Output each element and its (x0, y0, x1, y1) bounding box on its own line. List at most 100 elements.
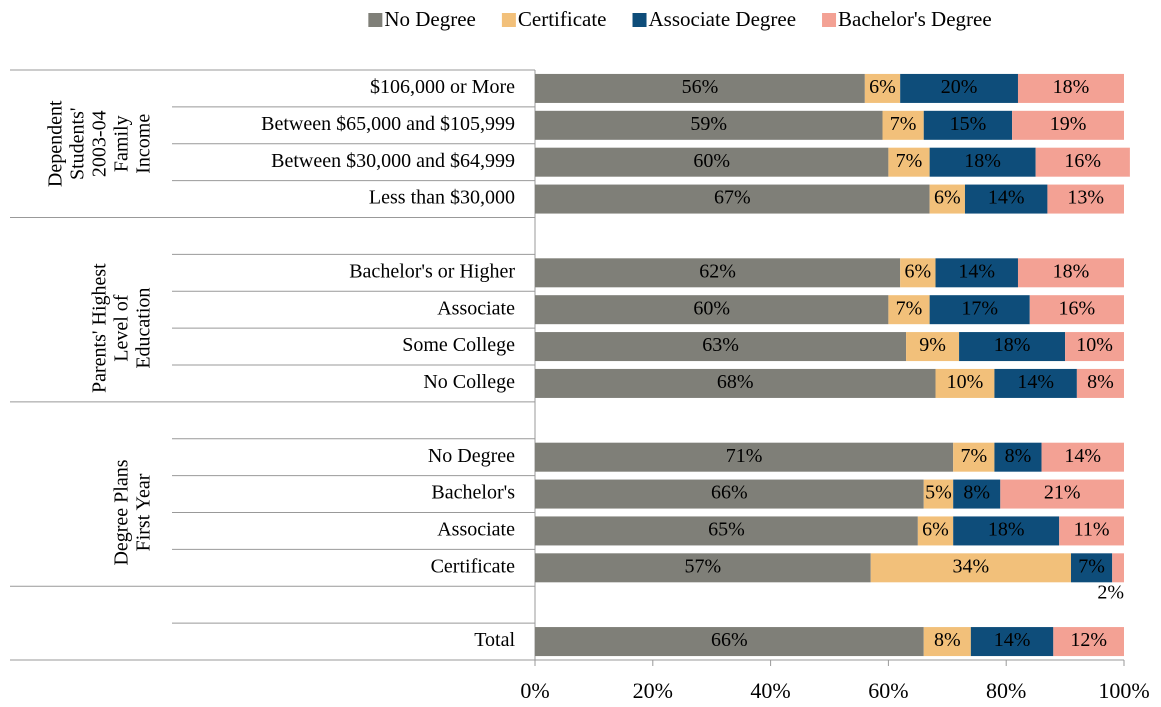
value-label: 18% (1053, 76, 1090, 98)
bar-segment (959, 332, 1066, 362)
value-label: 14% (958, 260, 995, 282)
bar-segment (535, 442, 954, 472)
value-label: 7% (890, 113, 917, 135)
bar-segment (900, 258, 936, 288)
bar-segment (535, 479, 924, 509)
x-tick-label: 20% (633, 678, 673, 703)
value-label: 18% (988, 519, 1025, 541)
value-label: 11% (1074, 519, 1110, 541)
value-label: 18% (994, 334, 1031, 356)
category-label: Some College (402, 334, 515, 356)
bar-segment (994, 442, 1042, 472)
group-label: Education (133, 288, 155, 369)
bar-segment (1070, 553, 1113, 583)
value-label: 20% (941, 76, 978, 98)
legend-label: No Degree (384, 7, 476, 31)
category-label: Between $30,000 and $64,999 (271, 150, 515, 172)
legend-label: Associate Degree (649, 7, 797, 31)
value-label: 14% (988, 187, 1025, 209)
bar-segment (964, 184, 1048, 214)
value-label: 14% (1017, 371, 1054, 393)
bar-segment (1017, 258, 1124, 288)
value-label: 19% (1050, 113, 1087, 135)
bar-segment (535, 258, 901, 288)
bar-segment (935, 258, 1018, 288)
category-label: Associate (437, 519, 515, 541)
bar-segment (1012, 110, 1124, 140)
group-label: 2003-04 (89, 110, 111, 177)
value-label: 2% (1097, 581, 1124, 603)
category-label: Certificate (431, 555, 516, 577)
x-tick-label: 40% (750, 678, 790, 703)
value-label: 66% (711, 629, 748, 651)
value-label: 10% (947, 371, 984, 393)
value-label: 67% (714, 187, 751, 209)
legend-swatch (501, 13, 516, 27)
value-label: 8% (1087, 371, 1114, 393)
bar-segment (929, 147, 1036, 177)
bar-segment (935, 368, 995, 398)
value-label: 8% (963, 482, 990, 504)
legend-label: Bachelor's Degree (838, 7, 992, 31)
legend: No Degree Certificate Associate Degree Bach… (368, 7, 992, 31)
x-tick-label: 0% (520, 678, 549, 703)
legend-swatch (822, 13, 837, 27)
bar-segment (535, 110, 883, 140)
value-label: 10% (1076, 334, 1113, 356)
bar-segment (1112, 553, 1124, 583)
value-label: 56% (682, 76, 719, 98)
value-label: 66% (711, 482, 748, 504)
category-label: Bachelor's (431, 482, 515, 504)
category-label: Total (474, 629, 515, 651)
bar-segment (906, 332, 960, 362)
value-label: 60% (693, 150, 730, 172)
bar-segment (1041, 442, 1124, 472)
value-label: 16% (1064, 150, 1101, 172)
bar-segment (1000, 479, 1124, 509)
bar-segment (923, 627, 971, 657)
category-label: Less than $30,000 (369, 187, 515, 209)
value-label: 21% (1044, 482, 1081, 504)
bar-segment (535, 332, 907, 362)
group-label: Degree Plans (111, 459, 133, 565)
value-label: 8% (934, 629, 961, 651)
bar-segment (870, 553, 1071, 583)
group-label: Students' (67, 108, 89, 181)
bar-segment (929, 184, 965, 214)
category-label: $106,000 or More (370, 76, 515, 98)
group-label: Income (133, 114, 155, 174)
bar-segment (888, 147, 930, 177)
category-label: Between $65,000 and $105,999 (261, 113, 515, 135)
value-label: 6% (922, 519, 949, 541)
value-label: 18% (964, 150, 1001, 172)
bar-segment (953, 479, 1001, 509)
value-label: 16% (1059, 297, 1096, 319)
value-label: 62% (699, 260, 736, 282)
bar-segment (923, 479, 954, 509)
value-label: 57% (685, 555, 722, 577)
value-label: 18% (1053, 260, 1090, 282)
bar-segment (864, 73, 901, 103)
group-label: Dependent (45, 100, 67, 187)
x-tick-label: 60% (868, 678, 908, 703)
bar-segment (535, 184, 930, 214)
value-label: 59% (690, 113, 727, 135)
bar-segment (1047, 184, 1124, 214)
bar-segment (970, 627, 1054, 657)
group-label: Parents' Highest (89, 263, 111, 393)
value-label: 13% (1067, 187, 1104, 209)
bar-segment (535, 147, 889, 177)
value-label: 5% (925, 482, 952, 504)
category-label: Associate (437, 297, 515, 319)
bar-segment (882, 110, 924, 140)
value-label: 7% (896, 297, 923, 319)
bar-segment (923, 110, 1013, 140)
legend-swatch (368, 13, 383, 27)
bar-segment (1029, 295, 1124, 325)
bar-segment (953, 442, 995, 472)
bar-segment (1053, 627, 1124, 657)
value-label: 9% (919, 334, 946, 356)
bar-segment (1017, 73, 1124, 103)
legend-label: Certificate (518, 7, 607, 31)
bar-segment (1035, 147, 1130, 177)
